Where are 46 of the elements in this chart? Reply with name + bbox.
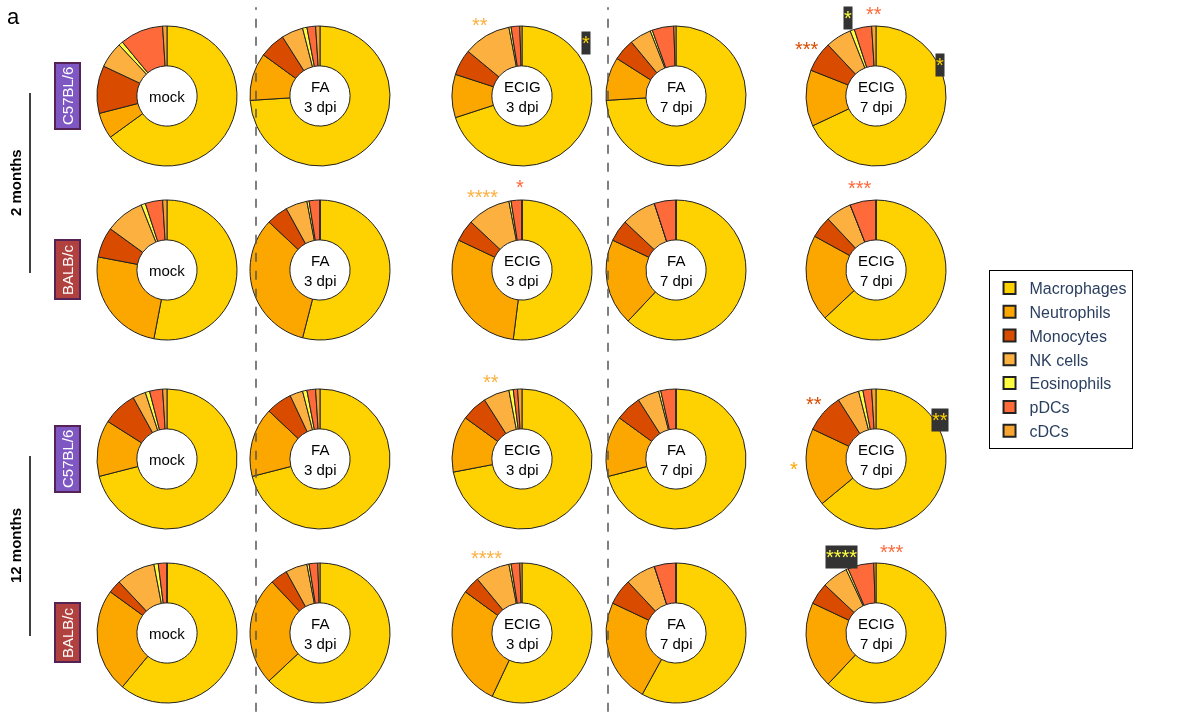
text: mock <box>149 262 186 279</box>
text: **** <box>471 547 503 569</box>
text: 12 months <box>7 507 24 583</box>
text: mock <box>149 451 186 468</box>
text: *** <box>866 3 944 76</box>
text: FA 7 dpi <box>660 78 693 115</box>
chart-title: a <box>7 4 20 29</box>
text: **** <box>795 7 852 60</box>
text: ** <box>483 371 499 393</box>
text: ECIG 7 dpi <box>858 441 895 478</box>
text: FA 3 dpi <box>304 441 337 478</box>
text: **** <box>826 546 858 568</box>
legend-label: cDCs <box>1029 422 1069 440</box>
text: *** <box>880 541 904 563</box>
text: C57BL/6 <box>59 429 76 488</box>
text: ECIG 3 dpi <box>504 252 541 289</box>
text: ** <box>932 409 948 431</box>
text: ECIG 3 dpi <box>504 615 541 652</box>
text: BALB/c <box>59 244 76 295</box>
legend-label: Neutrophils <box>1029 303 1111 321</box>
legend-label: Monocytes <box>1029 327 1107 345</box>
text: ECIG 7 dpi <box>858 615 895 652</box>
text: BALB/c <box>59 607 76 658</box>
text: *** <box>472 14 590 54</box>
legend-label: Macrophages <box>1029 280 1127 298</box>
text: FA 3 dpi <box>304 78 337 115</box>
text: FA 7 dpi <box>660 615 693 652</box>
text: C57BL/6 <box>59 66 76 125</box>
legend-label: NK cells <box>1029 351 1089 369</box>
text: ECIG 7 dpi <box>858 252 895 289</box>
text: FA 3 dpi <box>304 615 337 652</box>
text: ECIG 7 dpi <box>858 78 895 115</box>
text: 2 months <box>7 149 24 216</box>
text: ECIG 3 dpi <box>504 441 541 478</box>
text: FA 7 dpi <box>660 252 693 289</box>
text: *** <box>790 393 822 480</box>
legend-label: Eosinophils <box>1029 375 1112 393</box>
legend-label: pDCs <box>1029 399 1070 417</box>
text: *** <box>848 177 872 199</box>
text: FA 7 dpi <box>660 441 693 478</box>
text: ECIG 3 dpi <box>504 78 541 115</box>
text: mock <box>149 88 186 105</box>
text: mock <box>149 625 186 642</box>
text: * <box>516 176 524 198</box>
text: **** <box>467 186 499 208</box>
text: FA 3 dpi <box>304 252 337 289</box>
